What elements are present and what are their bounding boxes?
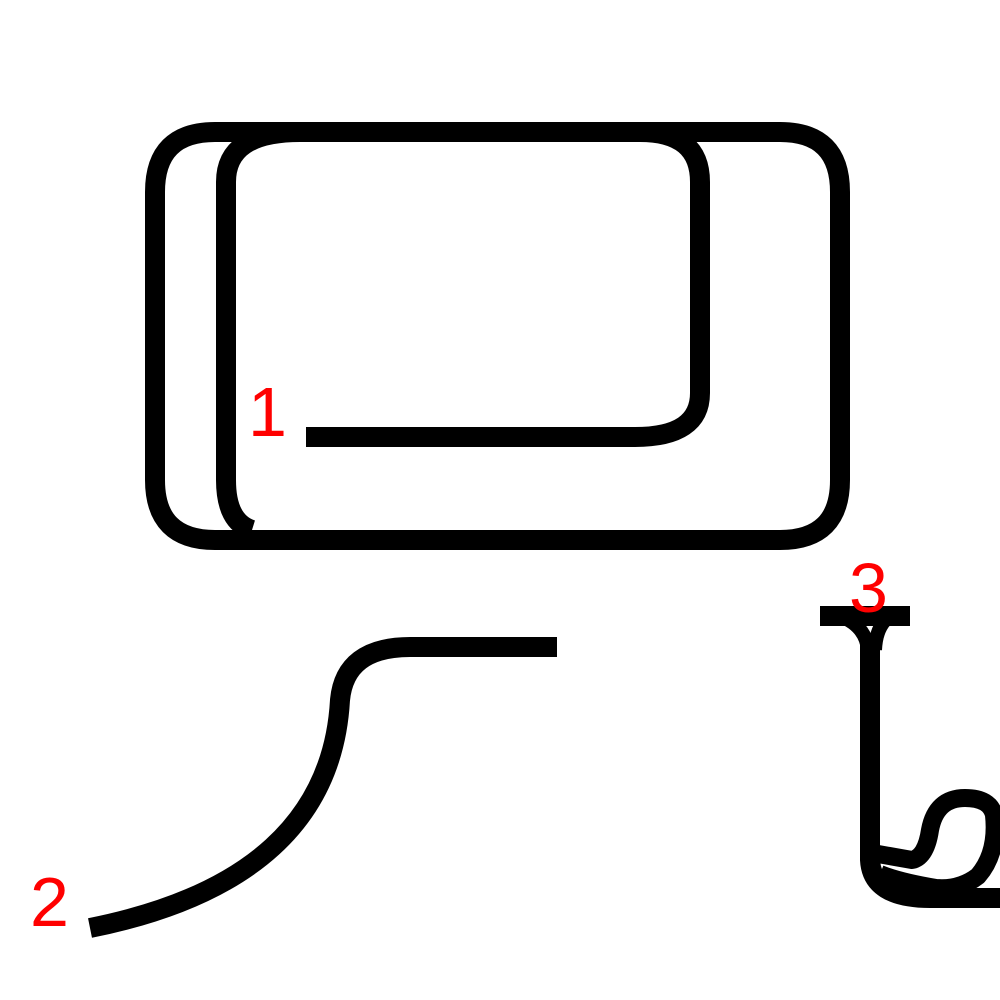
label-path-1: 1 <box>248 373 287 451</box>
label-path-3: 3 <box>849 549 888 627</box>
label-path-2: 2 <box>30 863 69 941</box>
path-3-loop <box>876 789 1000 898</box>
path-1-inner-loop <box>216 122 710 540</box>
path-2-curve <box>88 637 557 938</box>
path-3-hook <box>860 640 1000 908</box>
outer-rounded-rect <box>145 122 850 550</box>
